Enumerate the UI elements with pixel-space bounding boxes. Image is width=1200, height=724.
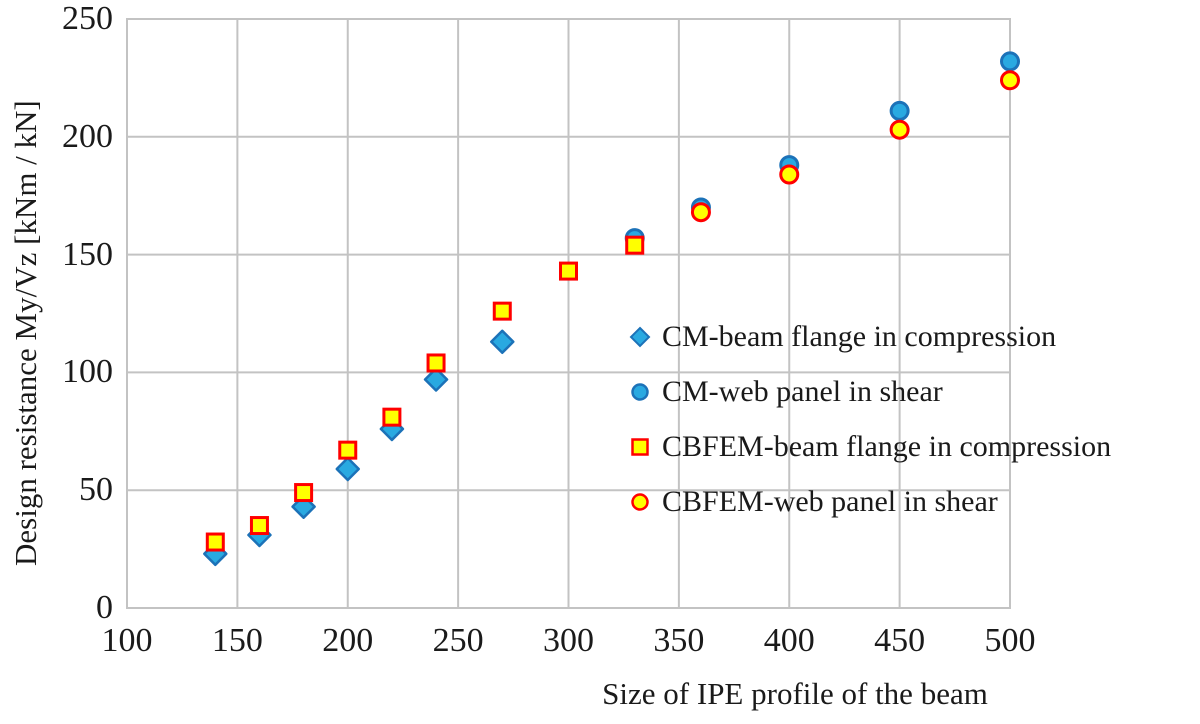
x-axis-title: Size of IPE profile of the beam xyxy=(602,676,988,711)
x-tick-label: 200 xyxy=(322,622,374,659)
data-point-square xyxy=(338,440,358,460)
y-tick-label: 100 xyxy=(62,353,113,391)
data-point-diamond xyxy=(423,367,449,392)
square-legend-marker-icon xyxy=(631,437,649,456)
plot-border xyxy=(126,18,1011,609)
y-tick-label: 250 xyxy=(62,0,113,37)
data-point-circle xyxy=(690,202,711,223)
y-tick-label: 150 xyxy=(62,235,113,273)
data-point-square xyxy=(426,353,446,373)
legend-item: CBFEM-web panel in shear xyxy=(626,474,1111,529)
legend-label: CBFEM-beam flange in compression xyxy=(662,429,1112,463)
y-tick-label: 0 xyxy=(96,589,113,626)
data-point-circle xyxy=(889,100,910,121)
y-tick-label: 200 xyxy=(62,117,113,155)
data-point-diamond xyxy=(335,456,360,482)
data-point-diamond xyxy=(490,329,515,355)
diamond-icon xyxy=(629,326,651,347)
data-point-square xyxy=(382,407,402,427)
square-icon xyxy=(631,437,649,456)
legend-label: CM-web panel in shear xyxy=(662,374,943,408)
y-tick-label: 50 xyxy=(79,471,113,509)
chart-legend: CM-beam flange in compression CM-web pane… xyxy=(626,309,1111,529)
legend-item: CBFEM-beam flange in compression xyxy=(626,419,1111,474)
circle-icon xyxy=(631,492,649,511)
x-tick-label: 350 xyxy=(653,622,705,659)
x-tick-label: 300 xyxy=(543,622,594,659)
data-point-square xyxy=(249,516,269,536)
legend-label: CBFEM-web panel in shear xyxy=(662,484,998,518)
x-tick-label: 150 xyxy=(211,622,263,659)
legend-label: CM-beam flange in compression xyxy=(662,319,1057,353)
x-tick-label: 500 xyxy=(984,622,1036,659)
legend-item: CM-web panel in shear xyxy=(626,364,1111,419)
x-tick-label: 400 xyxy=(763,622,815,659)
data-point-square xyxy=(205,532,225,552)
diamond-legend-marker-icon xyxy=(629,326,651,347)
data-point-circle xyxy=(1000,70,1020,91)
x-tick-label: 250 xyxy=(432,622,484,659)
x-tick-label: 450 xyxy=(874,622,926,659)
data-point-circle xyxy=(779,164,800,185)
data-point-circle xyxy=(889,119,910,140)
y-axis-title: Design resistance My/Vz [kNm / kN] xyxy=(8,100,43,566)
data-point-square xyxy=(559,261,578,281)
data-point-square xyxy=(492,301,512,321)
data-point-square xyxy=(625,235,645,255)
circle-legend-marker-icon xyxy=(631,492,649,511)
x-tick-label: 100 xyxy=(101,622,153,659)
data-point-square xyxy=(294,483,314,503)
data-point-circle xyxy=(1000,51,1020,72)
circle-legend-marker-icon xyxy=(631,382,649,401)
circle-icon xyxy=(631,382,649,401)
legend-item: CM-beam flange in compression xyxy=(626,309,1111,364)
